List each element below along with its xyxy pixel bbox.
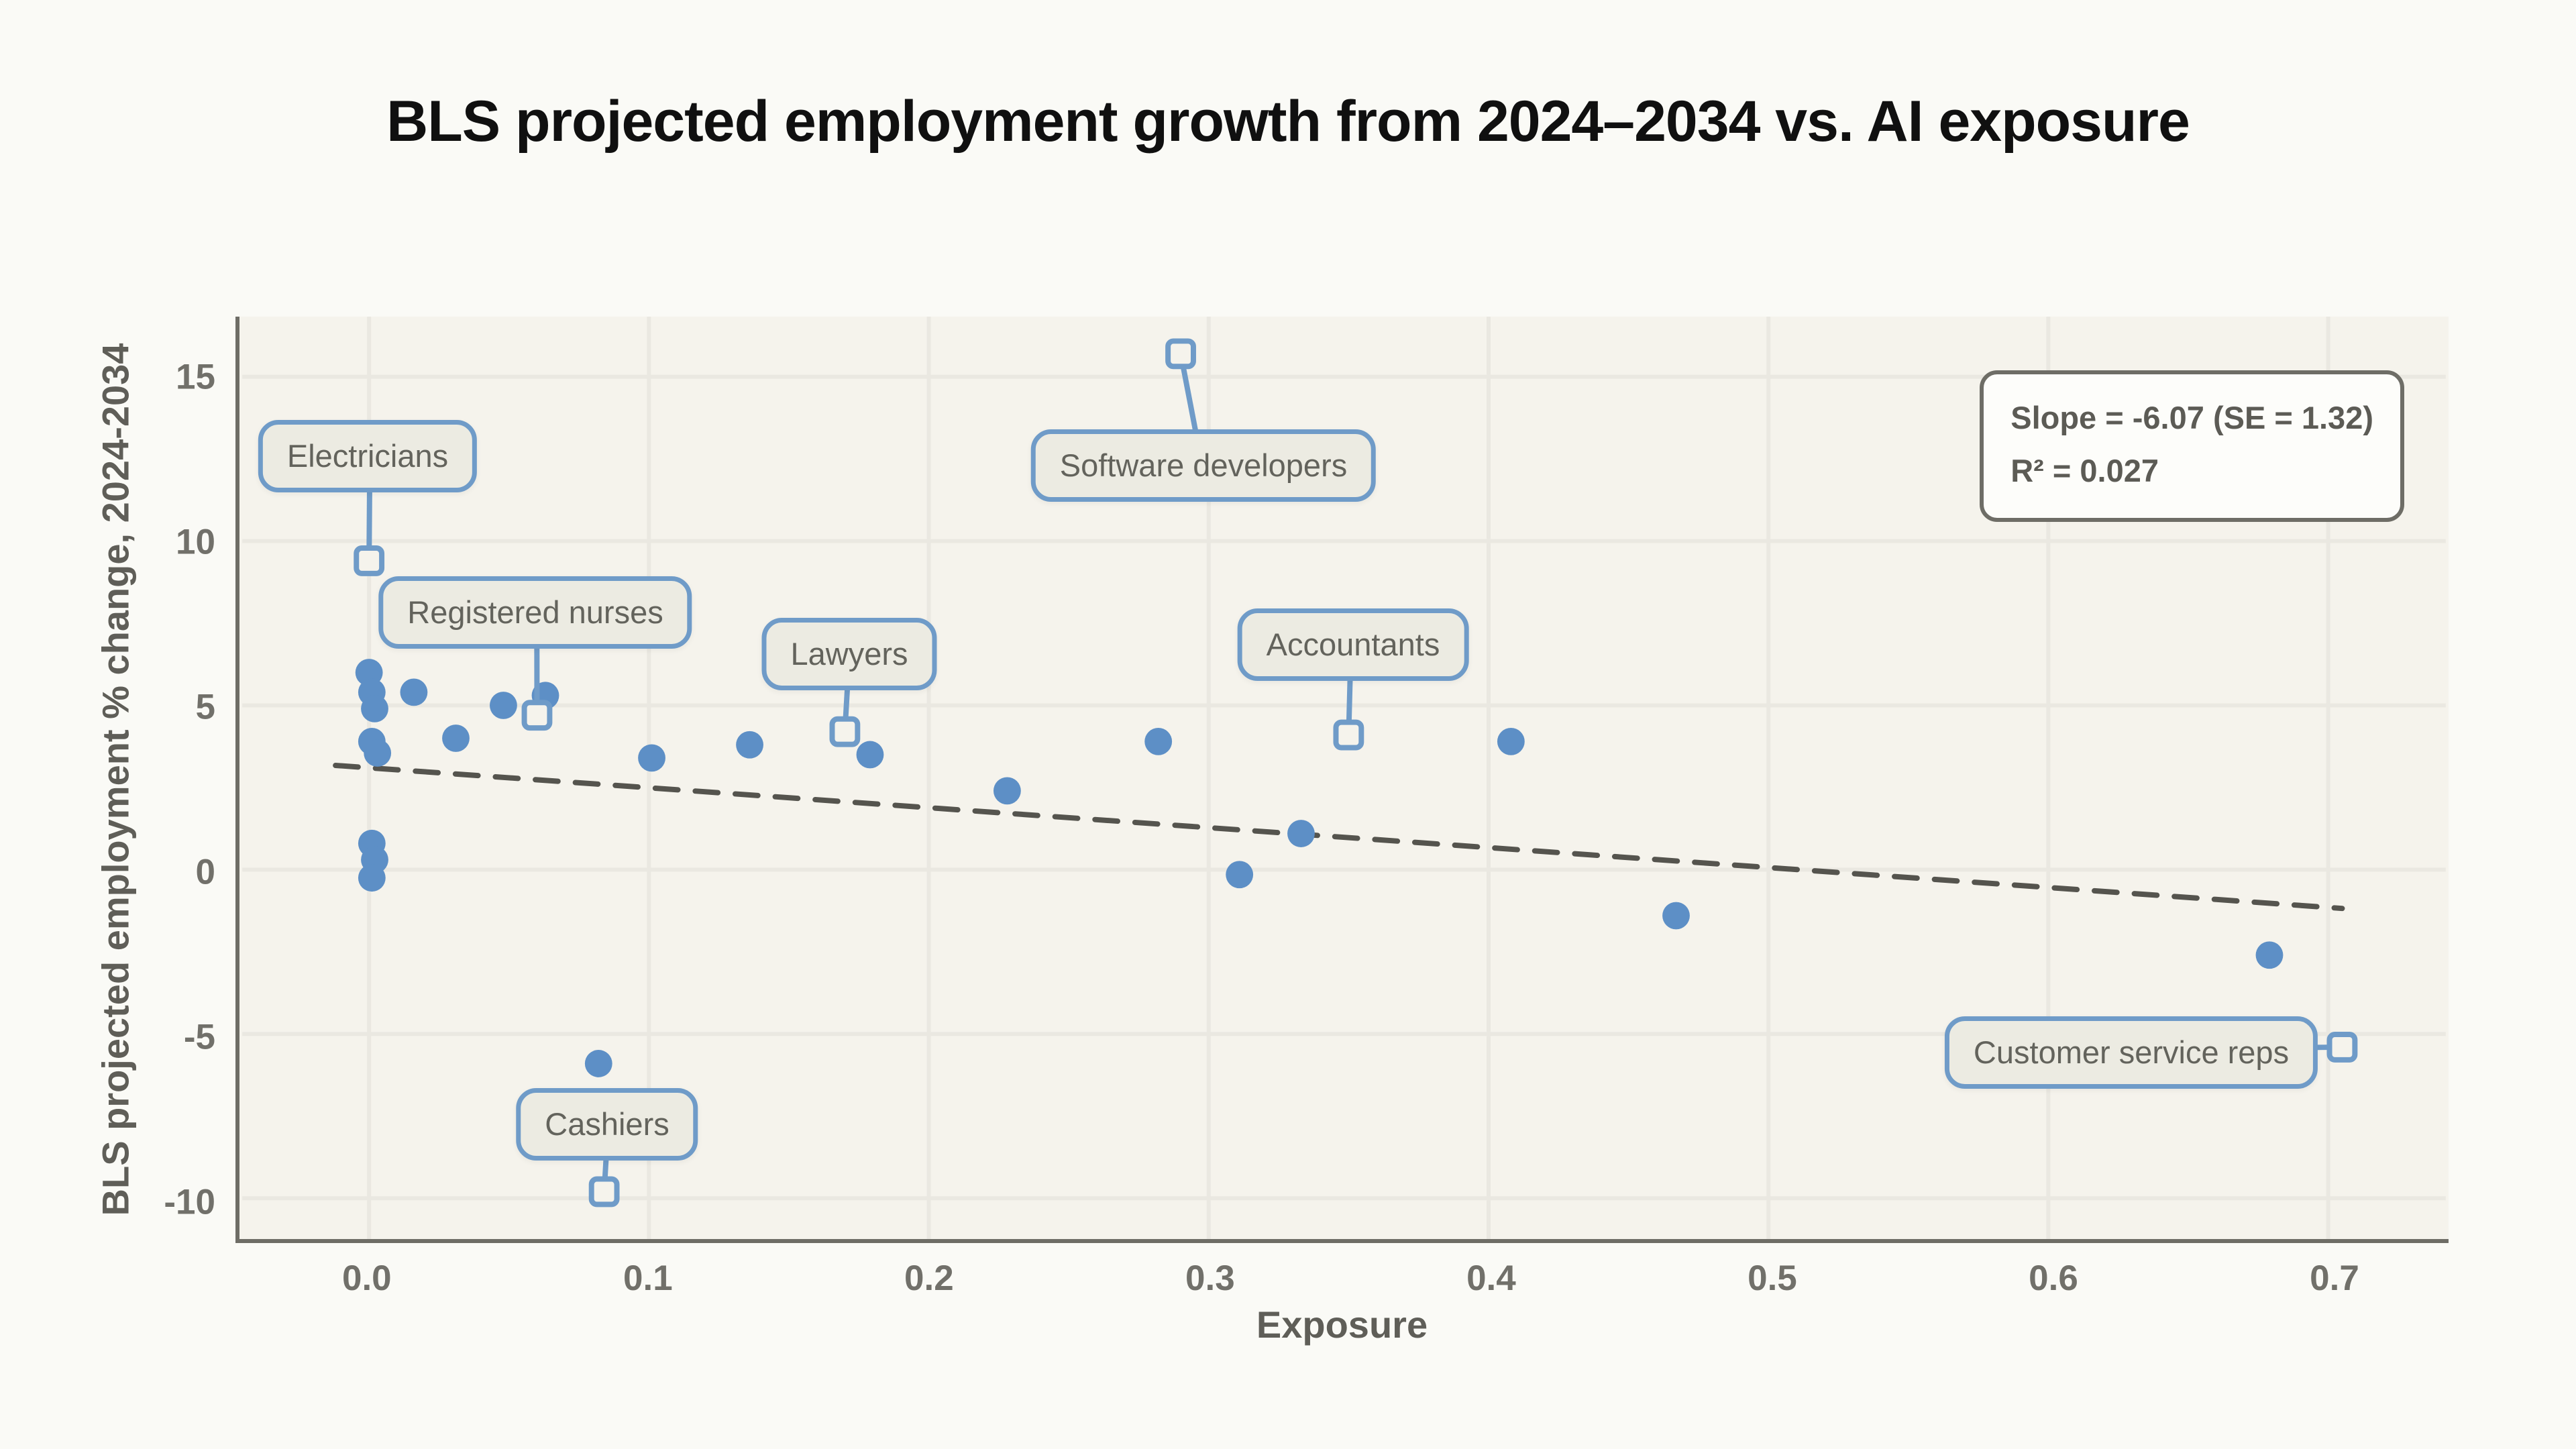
y-tick-label: 0: [195, 852, 215, 892]
data-point: [400, 678, 428, 706]
callout-customer-service-reps: Customer service reps: [1944, 1016, 2318, 1089]
data-point: [856, 741, 884, 769]
chart-title: BLS projected employment growth from 202…: [386, 89, 2190, 154]
callout-software-developers: Software developers: [1030, 429, 1377, 502]
trend-line: [333, 763, 2345, 912]
data-point: [442, 724, 470, 752]
x-tick-label: 0.6: [2029, 1258, 2078, 1298]
r-squared-stat: R² = 0.027: [2010, 452, 2159, 488]
data-point: [638, 744, 665, 772]
data-point: [1226, 861, 1254, 889]
regression-stats-box: Slope = -6.07 (SE = 1.32) R² = 0.027: [1980, 370, 2404, 522]
callout-registered-nurses: Registered nurses: [378, 576, 692, 649]
plot-area: Electricians Registered nurses Lawyers Soft…: [164, 317, 2449, 1298]
callout-accountants: Accountants: [1237, 608, 1469, 682]
data-point: [736, 731, 763, 759]
x-tick-label: 0.3: [1185, 1258, 1235, 1298]
data-point: [584, 1050, 612, 1077]
data-point: [2255, 941, 2284, 969]
data-point: [1144, 727, 1173, 755]
data-point: [490, 692, 517, 719]
callout-lawyers: Lawyers: [761, 617, 937, 691]
x-tick-label: 0.2: [904, 1258, 954, 1298]
y-tick-label: 5: [195, 687, 215, 727]
y-axis-title: BLS projected employment % change, 2024-…: [94, 343, 137, 1216]
slope-stat: Slope = -6.07 (SE = 1.32): [2010, 400, 2373, 435]
x-tick-label: 0.5: [1748, 1258, 1797, 1298]
callout-electricians: Electricians: [258, 419, 478, 493]
callout-anchor-marker: [521, 700, 553, 731]
x-tick-label: 0.0: [341, 1258, 392, 1298]
x-axis-title: Exposure: [1256, 1303, 1428, 1346]
data-point: [361, 694, 388, 722]
y-tick-label: -5: [183, 1017, 215, 1057]
data-point: [993, 777, 1021, 805]
callout-cashiers: Cashiers: [516, 1087, 698, 1161]
data-point: [1287, 820, 1315, 847]
callout-anchor-marker: [1333, 719, 1364, 751]
callout-anchor-marker: [2326, 1032, 2358, 1063]
data-point: [358, 864, 386, 892]
data-point: [364, 739, 392, 767]
x-tick-label: 0.4: [1466, 1258, 1516, 1298]
data-point: [1497, 727, 1525, 755]
callout-anchor-marker: [354, 545, 385, 576]
x-tick-label: 0.1: [623, 1258, 673, 1298]
data-point: [1662, 902, 1690, 930]
callout-anchor-marker: [829, 716, 861, 747]
y-tick-label: 10: [176, 522, 215, 562]
x-tick-label: 0.7: [2310, 1258, 2359, 1298]
callout-anchor-marker: [588, 1176, 620, 1208]
y-tick-label: -10: [164, 1182, 215, 1222]
callout-anchor-marker: [1165, 338, 1196, 370]
y-tick-label: 15: [176, 357, 215, 397]
